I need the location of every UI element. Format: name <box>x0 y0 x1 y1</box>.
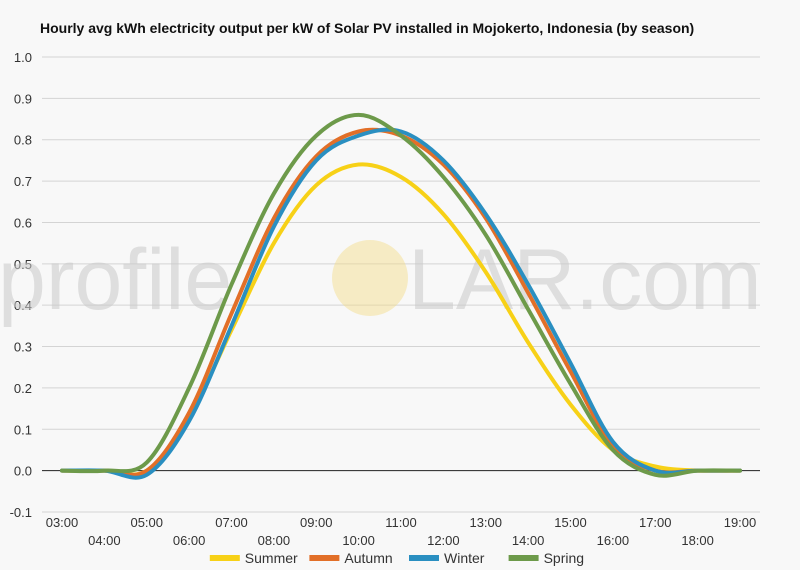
series-line-spring <box>60 112 742 478</box>
x-tick-label: 09:00 <box>300 515 333 530</box>
y-tick-label: 0.4 <box>14 298 32 313</box>
y-tick-label: 0.1 <box>14 422 32 437</box>
y-tick-label: 0.7 <box>14 174 32 189</box>
legend-item-spring: Spring <box>508 550 584 566</box>
x-axis-tick-labels: 03:00 04:00 05:00 06:00 07:00 08:00 09:00 10:00… <box>46 515 757 548</box>
y-tick-label: 0.6 <box>14 215 32 230</box>
watermark-sun-icon <box>332 240 408 316</box>
y-axis-tick-labels: -0.1 0.0 0.1 0.2 0.3 0.4 0.5 0.6 0.7 0.8 0.9 1.0 <box>10 50 32 520</box>
legend-label: Spring <box>544 550 584 566</box>
x-tick-label: 12:00 <box>427 533 460 548</box>
x-tick-label: 19:00 <box>724 515 757 530</box>
x-tick-label: 18:00 <box>681 533 714 548</box>
y-tick-label: 0.8 <box>14 133 32 148</box>
y-tick-label: -0.1 <box>10 505 32 520</box>
x-tick-label: 13:00 <box>469 515 502 530</box>
x-tick-label: 03:00 <box>46 515 79 530</box>
x-tick-label: 05:00 <box>130 515 163 530</box>
legend-item-autumn: Autumn <box>309 550 393 566</box>
x-tick-label: 14:00 <box>512 533 545 548</box>
y-tick-label: 0.0 <box>14 464 32 479</box>
x-tick-label: 07:00 <box>215 515 248 530</box>
legend-label: Autumn <box>344 550 392 566</box>
legend-label: Winter <box>444 550 485 566</box>
y-tick-label: 1.0 <box>14 50 32 65</box>
x-tick-label: 08:00 <box>258 533 291 548</box>
series-lines <box>60 112 742 480</box>
series-line-winter <box>60 127 742 480</box>
legend-label: Summer <box>245 550 298 566</box>
x-tick-label: 17:00 <box>639 515 672 530</box>
x-tick-label: 06:00 <box>173 533 206 548</box>
x-tick-label: 11:00 <box>385 515 417 530</box>
watermark: profile LAR.com <box>0 232 762 328</box>
legend-item-winter: Winter <box>409 550 485 566</box>
y-tick-label: 0.2 <box>14 381 32 396</box>
chart-title: Hourly avg kWh electricity output per kW… <box>40 20 694 36</box>
watermark-text-right: LAR.com <box>408 232 762 328</box>
legend: Summer Autumn Winter Spring <box>209 550 584 566</box>
x-tick-label: 10:00 <box>342 533 375 548</box>
watermark-text-left: profile <box>0 232 232 328</box>
grid-lines <box>42 56 760 513</box>
legend-item-summer: Summer <box>209 550 298 566</box>
x-tick-label: 04:00 <box>88 533 121 548</box>
x-tick-label: 15:00 <box>554 515 587 530</box>
y-tick-label: 0.9 <box>14 91 32 106</box>
y-tick-label: 0.3 <box>14 340 32 355</box>
x-tick-label: 16:00 <box>597 533 630 548</box>
y-tick-label: 0.5 <box>14 257 32 272</box>
